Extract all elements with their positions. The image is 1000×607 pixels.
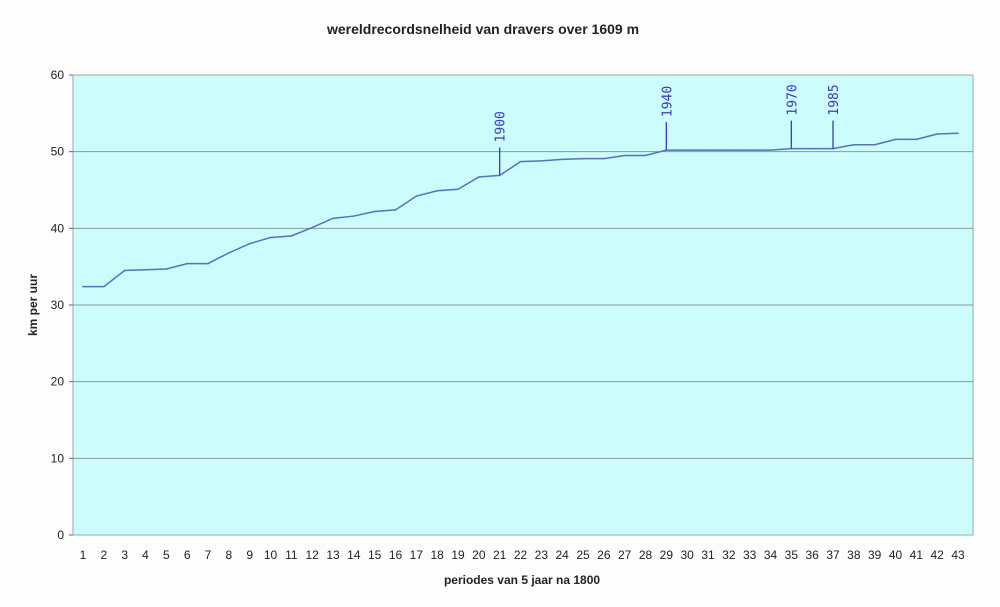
annotation-label: 1985	[827, 84, 842, 115]
data-point	[894, 138, 897, 141]
x-tick-label: 8	[225, 548, 232, 562]
y-axis-label: km per uur	[26, 274, 40, 336]
x-tick-label: 43	[951, 548, 965, 562]
data-point	[144, 268, 147, 271]
annotation-label: 1900	[494, 111, 509, 142]
x-tick-label: 1	[80, 548, 87, 562]
data-point	[603, 157, 605, 160]
x-tick-label: 27	[618, 548, 632, 562]
x-tick-label: 3	[121, 548, 128, 562]
x-tick-label: 19	[451, 548, 465, 562]
x-tick-label: 17	[410, 548, 424, 562]
data-point	[290, 235, 293, 237]
data-point	[394, 209, 397, 211]
data-point	[311, 226, 313, 229]
x-tick-label: 40	[889, 548, 903, 562]
x-tick-label: 36	[805, 548, 819, 562]
data-point	[623, 154, 626, 157]
chart-title: wereldrecordsnelheid van dravers over 16…	[326, 21, 639, 37]
data-point	[957, 132, 959, 135]
data-point	[82, 285, 84, 288]
y-tick-label: 0	[57, 528, 64, 542]
data-point	[478, 176, 480, 178]
data-point	[873, 143, 876, 146]
data-point	[165, 268, 168, 270]
annotation-label: 1970	[785, 84, 800, 115]
x-tick-label: 28	[639, 548, 653, 562]
data-point	[373, 210, 376, 213]
y-tick-label: 10	[51, 451, 65, 465]
x-tick-label: 13	[326, 548, 340, 562]
data-point	[728, 149, 730, 151]
x-tick-label: 42	[930, 548, 944, 562]
data-point	[228, 252, 230, 254]
y-tick-label: 30	[51, 298, 65, 312]
data-point	[686, 149, 688, 151]
y-tick-label: 50	[51, 145, 65, 159]
data-point	[186, 262, 188, 265]
x-tick-label: 16	[389, 548, 403, 562]
x-axis-label: periodes van 5 jaar na 1800	[444, 573, 600, 587]
x-tick-label: 23	[535, 548, 549, 562]
data-point	[936, 133, 938, 135]
data-point	[853, 143, 855, 146]
x-tick-label: 26	[597, 548, 611, 562]
x-tick-label: 34	[764, 548, 778, 562]
x-tick-label: 15	[368, 548, 382, 562]
x-tick-label: 12	[305, 548, 319, 562]
x-tick-label: 21	[493, 548, 507, 562]
y-tick-label: 20	[51, 375, 65, 389]
x-tick-label: 38	[847, 548, 861, 562]
data-point	[707, 149, 709, 151]
data-point	[519, 160, 522, 163]
x-tick-label: 18	[430, 548, 444, 562]
x-tick-label: 9	[246, 548, 253, 562]
x-tick-label: 41	[910, 548, 924, 562]
data-point	[457, 188, 459, 191]
x-tick-label: 37	[826, 548, 840, 562]
data-point	[207, 262, 209, 265]
x-tick-label: 2	[100, 548, 107, 562]
x-tick-label: 7	[205, 548, 212, 562]
data-point	[540, 160, 543, 162]
data-point	[769, 149, 772, 151]
x-tick-label: 31	[701, 548, 715, 562]
data-point	[436, 189, 438, 192]
x-tick-label: 24	[555, 548, 569, 562]
data-point	[332, 217, 334, 220]
data-point	[748, 149, 751, 151]
x-tick-label: 39	[868, 548, 882, 562]
data-point	[811, 147, 813, 150]
annotation-label: 1940	[660, 86, 675, 117]
x-tick-label: 22	[514, 548, 528, 562]
x-tick-label: 33	[743, 548, 757, 562]
data-point	[915, 138, 918, 141]
x-tick-label: 35	[785, 548, 799, 562]
y-tick-label: 60	[51, 68, 65, 82]
data-point	[644, 154, 647, 157]
y-tick-label: 40	[51, 221, 65, 235]
data-point	[353, 215, 355, 217]
data-point	[103, 285, 105, 288]
x-tick-label: 32	[722, 548, 736, 562]
x-tick-label: 5	[163, 548, 170, 562]
x-tick-label: 11	[285, 548, 298, 562]
x-tick-label: 29	[660, 548, 674, 562]
data-point	[415, 195, 418, 197]
x-tick-label: 25	[576, 548, 590, 562]
x-tick-label: 6	[184, 548, 191, 562]
data-point	[582, 157, 584, 160]
data-point	[561, 158, 563, 161]
x-tick-label: 14	[347, 548, 361, 562]
x-tick-label: 30	[680, 548, 694, 562]
x-tick-label: 10	[264, 548, 278, 562]
data-point	[269, 236, 272, 239]
x-tick-label: 4	[142, 548, 149, 562]
data-point	[248, 242, 251, 245]
x-tick-label: 20	[472, 548, 486, 562]
data-point	[123, 269, 126, 272]
